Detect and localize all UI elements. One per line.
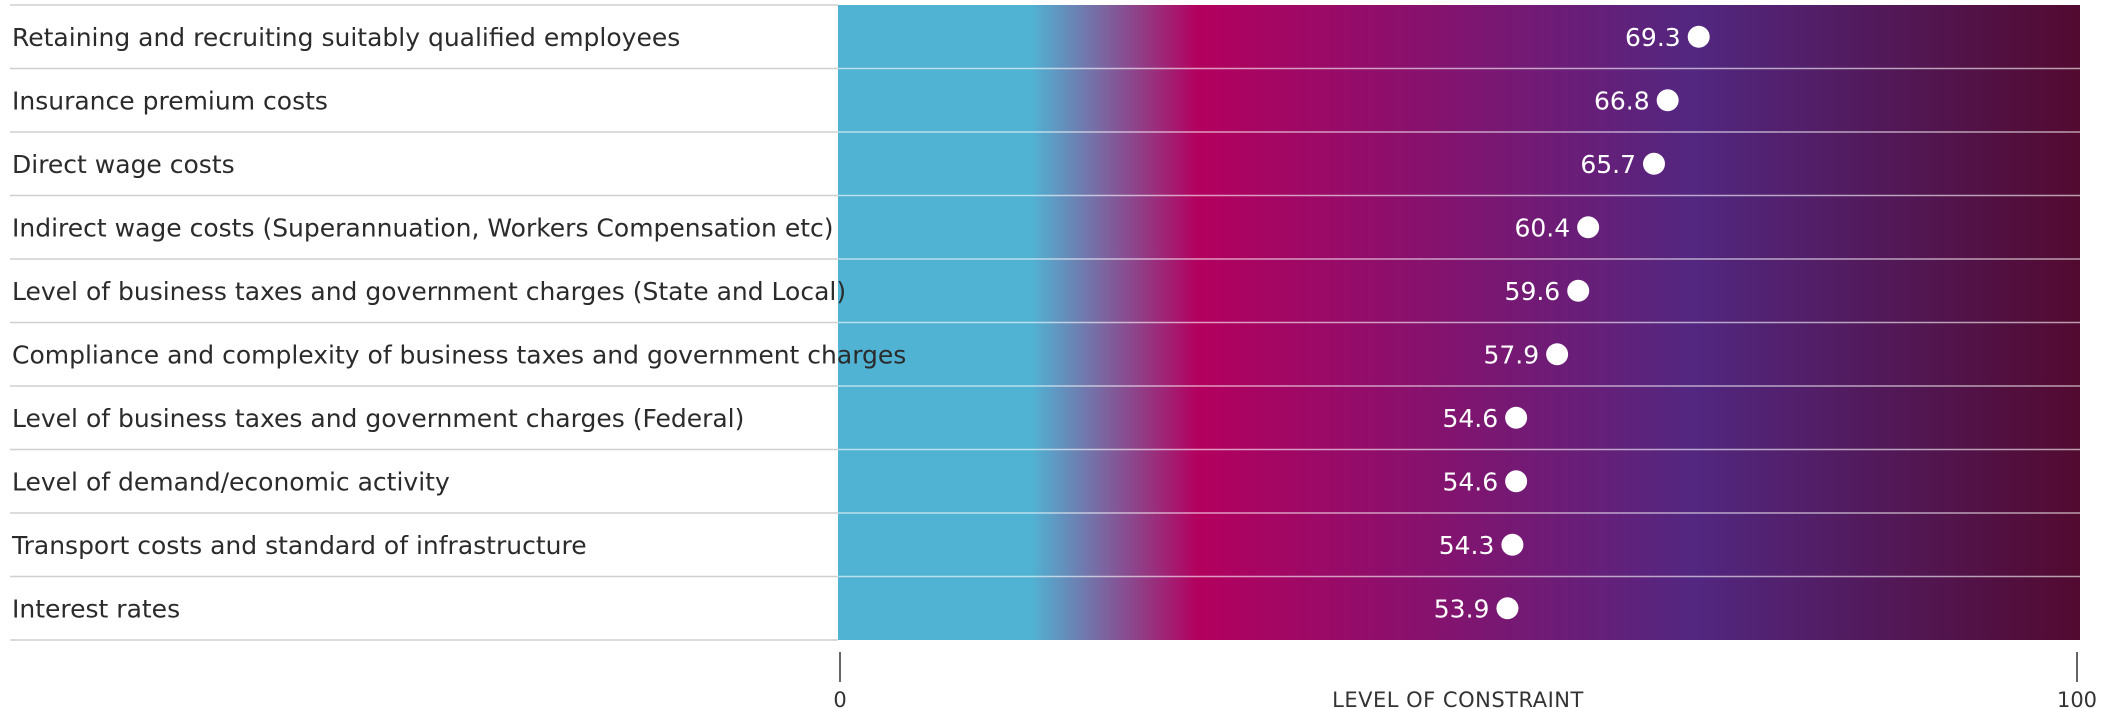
row-label: Interest rates [12,594,180,623]
data-point [1687,25,1710,48]
row-label: Level of business taxes and government c… [12,277,846,306]
row-label: Compliance and complexity of business ta… [12,340,906,369]
x-axis-title: LEVEL OF CONSTRAINT [1332,688,1584,708]
row-label: Level of business taxes and government c… [12,404,744,433]
row-label: Retaining and recruiting suitably qualif… [12,23,680,52]
data-label: 60.4 [1514,213,1570,242]
data-label: 54.6 [1442,404,1498,433]
x-tick-label-max: 100 [2057,688,2097,708]
data-point [1505,406,1528,429]
row-label: Indirect wage costs (Superannuation, Wor… [12,213,834,242]
data-point [1501,533,1524,556]
data-label: 54.3 [1439,531,1495,560]
data-point [1642,152,1665,175]
row-label: Level of demand/economic activity [12,467,450,496]
data-label: 69.3 [1625,23,1681,52]
data-label: 59.6 [1505,277,1561,306]
data-label: 57.9 [1483,340,1539,369]
data-point [1546,343,1569,366]
data-label: 66.8 [1594,86,1650,115]
data-label: 53.9 [1434,594,1490,623]
row-label: Insurance premium costs [12,86,328,115]
data-point [1505,470,1528,493]
x-axis: 0 100 LEVEL OF CONSTRAINT [833,652,2097,708]
data-point [1496,597,1519,620]
row-label: Transport costs and standard of infrastr… [11,531,587,560]
data-point [1656,89,1679,112]
data-point [1567,279,1590,302]
row-label: Direct wage costs [12,150,235,179]
chart-rows: Retaining and recruiting suitably qualif… [10,4,2080,641]
data-point [1577,216,1600,239]
x-tick-label-min: 0 [833,688,846,708]
data-label: 54.6 [1442,467,1498,496]
data-label: 65.7 [1580,150,1636,179]
